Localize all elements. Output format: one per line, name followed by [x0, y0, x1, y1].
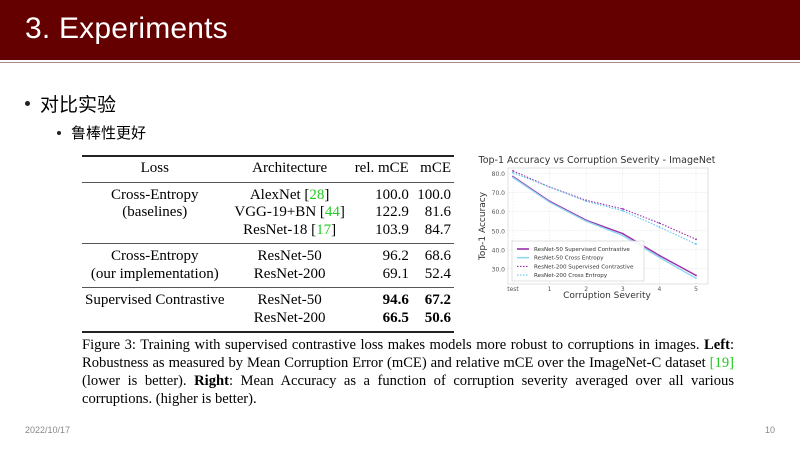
mce-cell: 52.4 [424, 265, 451, 282]
citation-link[interactable]: 28 [309, 186, 325, 203]
mce-cell: 67.2 [424, 292, 451, 308]
bullet-text: 对比实验 [40, 94, 117, 116]
svg-text:2: 2 [584, 286, 588, 293]
caption-right-text: : Mean Accuracy as a function of corrupt… [82, 373, 734, 407]
page-number: 10 [765, 425, 776, 435]
rel-mce-cell: 69.1 [382, 265, 409, 282]
arch-name: AlexNet [249, 186, 301, 203]
table-group-ce-baselines: Cross-Entropy AlexNet [28] 100.0 100.0 (… [82, 182, 454, 244]
mce-cell: 50.6 [424, 309, 451, 326]
loss-cell: (baselines) [122, 204, 188, 220]
loss-cell [82, 222, 228, 244]
bullet-level-2: 鲁棒性更好 [57, 122, 146, 143]
bullet-dot-icon [57, 130, 61, 135]
svg-text:60.0: 60.0 [492, 209, 506, 216]
arch-name: ResNet-18 [243, 221, 308, 238]
rel-mce-cell: 103.9 [375, 221, 409, 238]
x-axis-ticks: test 1 2 3 4 5 [507, 286, 698, 293]
svg-text:40.0: 40.0 [492, 247, 506, 254]
slide-title: 3. Experiments [25, 12, 228, 45]
mce-cell: 100.0 [417, 186, 451, 203]
rel-mce-cell: 96.2 [382, 248, 409, 264]
x-axis-label: Corruption Severity [563, 291, 651, 301]
table-row: Cross-Entropy AlexNet [28] 100.0 100.0 [82, 182, 454, 204]
loss-cell [82, 310, 228, 333]
y-axis-ticks: 30.0 40.0 50.0 60.0 70.0 80.0 [492, 171, 506, 273]
svg-text:70.0: 70.0 [492, 190, 506, 197]
arch-cell: VGG-19+BN [44] [234, 204, 345, 220]
bullet-text: 鲁棒性更好 [71, 124, 147, 142]
figure-caption: Figure 3: Training with supervised contr… [82, 336, 734, 408]
footer-date: 2022/10/17 [25, 425, 71, 435]
accuracy-chart: Top-1 Accuracy vs Corruption Severity - … [470, 150, 716, 310]
loss-cell: Cross-Entropy [111, 186, 199, 203]
arch-cell: ResNet-200 [253, 309, 326, 326]
rel-mce-cell: 94.6 [382, 292, 409, 308]
citation-link[interactable]: 17 [316, 221, 332, 238]
svg-text:ResNet-200 Supervised Contrast: ResNet-200 Supervised Contrastive [534, 264, 634, 270]
svg-text:test: test [507, 286, 519, 293]
table-header-row: Loss Architecture rel. mCE mCE [82, 156, 454, 182]
rel-mce-cell: 122.9 [375, 204, 409, 220]
mce-cell: 68.6 [424, 248, 451, 264]
svg-text:30.0: 30.0 [492, 266, 506, 273]
arch-cell: ResNet-50 [257, 248, 322, 264]
svg-text:4: 4 [657, 286, 661, 293]
header-mce: mCE [420, 160, 451, 176]
chart-legend: ResNet-50 Supervised Contrastive ResNet-5… [511, 240, 645, 282]
caption-left-label: Left [704, 337, 730, 353]
line-chart: Top-1 Accuracy vs Corruption Severity - … [478, 155, 716, 301]
caption-left-text: : Robustness as measured by Mean Corrupt… [82, 337, 734, 371]
loss-cell: Cross-Entropy [111, 248, 199, 264]
table-row: ResNet-200 66.5 50.6 [82, 310, 454, 333]
arch-cell: ResNet-50 [257, 292, 322, 308]
rel-mce-cell: 66.5 [382, 309, 409, 326]
y-axis-label: Top-1 Accuracy [478, 191, 488, 261]
bullet-level-1: 对比实验 [25, 90, 116, 117]
caption-left-tail: (lower is better). [82, 373, 187, 389]
title-divider [0, 62, 800, 63]
loss-cell: (our implementation) [90, 265, 219, 282]
svg-text:5: 5 [694, 286, 698, 293]
svg-text:80.0: 80.0 [492, 171, 506, 178]
svg-text:1: 1 [548, 286, 552, 293]
svg-text:ResNet-200 Cross Entropy: ResNet-200 Cross Entropy [534, 273, 608, 279]
citation-link[interactable]: [19] [709, 355, 734, 371]
citation-link[interactable]: 44 [324, 204, 340, 220]
caption-intro: Figure 3: Training with supervised contr… [82, 337, 700, 353]
arch-name: VGG-19+BN [234, 204, 317, 220]
caption-right-label: Right [194, 373, 229, 389]
table-row: Supervised Contrastive ResNet-50 94.6 67… [82, 288, 454, 310]
header-loss: Loss [140, 160, 169, 176]
table-row: ResNet-18 [17] 103.9 84.7 [82, 222, 454, 244]
table-group-supcon: Supervised Contrastive ResNet-50 94.6 67… [82, 288, 454, 333]
chart-title: Top-1 Accuracy vs Corruption Severity - … [478, 155, 716, 166]
table-row: (baselines) VGG-19+BN [44] 122.9 81.6 [82, 204, 454, 222]
table-row: (our implementation) ResNet-200 69.1 52.… [82, 266, 454, 288]
bullet-dot-icon [25, 101, 30, 106]
table-group-ce-ours: Cross-Entropy ResNet-50 96.2 68.6 (our i… [82, 244, 454, 288]
data-series [512, 169, 697, 280]
results-table: Loss Architecture rel. mCE mCE Cross-Ent… [82, 155, 454, 333]
arch-cell: ResNet-200 [253, 265, 326, 282]
mce-cell: 84.7 [424, 221, 451, 238]
svg-text:ResNet-50 Cross Entropy: ResNet-50 Cross Entropy [534, 256, 604, 262]
svg-text:ResNet-50 Supervised Contrasti: ResNet-50 Supervised Contrastive [534, 247, 630, 253]
header-rel-mce: rel. mCE [354, 160, 409, 176]
header-architecture: Architecture [252, 160, 328, 176]
svg-text:3: 3 [621, 286, 625, 293]
title-bar: 3. Experiments [0, 0, 800, 60]
rel-mce-cell: 100.0 [375, 186, 409, 203]
svg-text:50.0: 50.0 [492, 228, 506, 235]
loss-cell: Supervised Contrastive [85, 292, 225, 308]
arch-cell: AlexNet [28] [249, 186, 330, 203]
mce-cell: 81.6 [424, 204, 451, 220]
table-row: Cross-Entropy ResNet-50 96.2 68.6 [82, 244, 454, 266]
arch-cell: ResNet-18 [17] [243, 221, 337, 238]
